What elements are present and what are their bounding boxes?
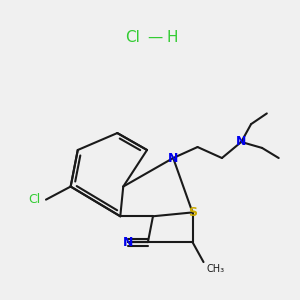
Text: CH₃: CH₃ [206, 263, 225, 274]
Text: H: H [167, 30, 178, 45]
Text: Cl: Cl [125, 30, 140, 45]
Text: N: N [236, 136, 246, 148]
Text: N: N [123, 236, 134, 249]
Text: Cl: Cl [28, 193, 40, 206]
Text: N: N [168, 152, 178, 164]
Text: S: S [188, 206, 197, 219]
Text: —: — [147, 30, 162, 45]
